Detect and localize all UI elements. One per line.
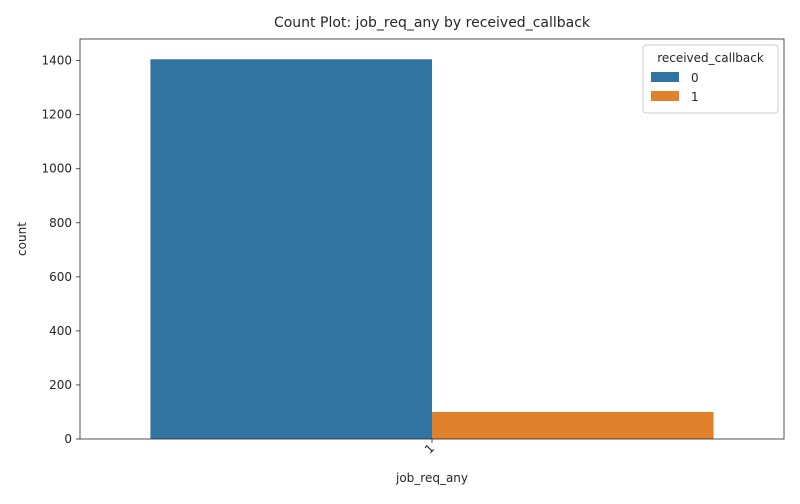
y-tick-label: 1400: [41, 54, 72, 68]
bars-group: [150, 59, 714, 440]
y-tick-label: 600: [49, 270, 72, 284]
x-axis: 1: [422, 439, 437, 457]
legend-swatch-1: [651, 91, 679, 101]
bar-1-series-1: [432, 411, 714, 439]
y-tick-label: 1000: [41, 162, 72, 176]
legend-label-1: 1: [691, 90, 699, 104]
legend-swatch-0: [651, 72, 679, 82]
legend: received_callback 0 1: [642, 44, 779, 114]
legend-label-0: 0: [691, 71, 699, 85]
x-axis-label: job_req_any: [395, 471, 468, 485]
y-tick-label: 800: [49, 216, 72, 230]
y-tick-label: 200: [49, 378, 72, 392]
chart-title: Count Plot: job_req_any by received_call…: [274, 15, 591, 31]
bar-1-series-0: [150, 59, 432, 440]
y-tick-label: 0: [64, 432, 72, 446]
y-tick-label: 1200: [41, 108, 72, 122]
y-axis: 0 200 400 600 800 1000 1200 1400: [41, 54, 80, 446]
legend-title: received_callback: [657, 51, 764, 65]
plot-frame: [79, 38, 785, 440]
y-axis-label: count: [15, 222, 29, 256]
x-tick-label: 1: [422, 441, 437, 456]
y-tick-label: 400: [49, 324, 72, 338]
